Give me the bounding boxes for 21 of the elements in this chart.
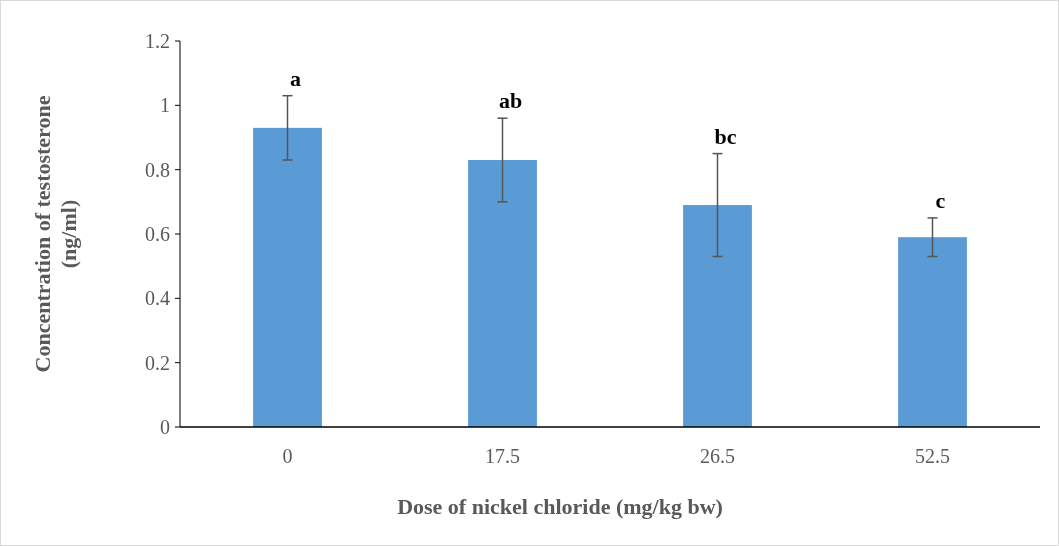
bar <box>898 237 967 427</box>
y-tick-label: 1 <box>160 94 170 117</box>
y-tick-label: 0.2 <box>145 351 170 374</box>
annotation: a <box>290 65 301 91</box>
annotation: c <box>935 187 946 213</box>
annotation: bc <box>714 123 737 149</box>
x-tick-label: 52.5 <box>915 445 950 467</box>
annotation: ab <box>498 88 523 114</box>
y-tick-label: 0.8 <box>145 158 170 181</box>
x-axis-title: Dose of nickel chloride (mg/kg bw) <box>397 494 723 519</box>
y-tick-label: 0.6 <box>145 223 170 245</box>
y-axis-title: Concentration of testosterone (ng/ml) <box>30 95 81 373</box>
bar <box>468 160 537 427</box>
y-tick-label: 1.2 <box>145 30 170 52</box>
bar <box>253 127 322 427</box>
y-tick-label: 0 <box>160 416 170 438</box>
bar <box>683 205 752 427</box>
x-tick-label: 0 <box>282 445 293 467</box>
x-tick-label: 17.5 <box>485 445 520 467</box>
x-tick-label: 26.5 <box>700 445 735 467</box>
y-tick-label: 0.4 <box>145 287 170 310</box>
